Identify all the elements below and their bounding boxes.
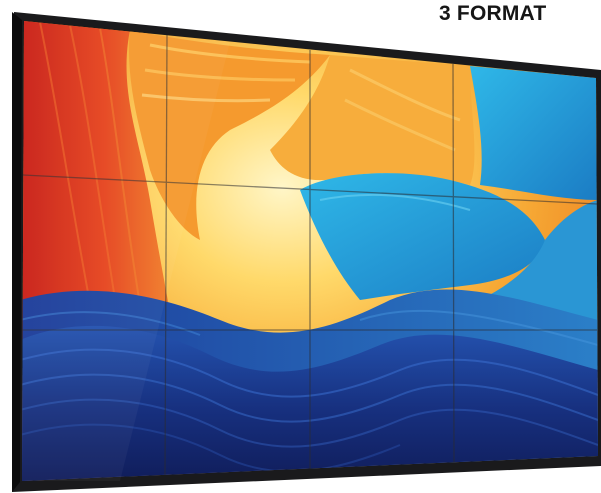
orange-plateau xyxy=(270,55,475,185)
upper-sky xyxy=(470,66,598,200)
format-headline: 3 FORMAT xyxy=(439,2,547,25)
central-blue-pool xyxy=(300,173,545,300)
bezel-side-shade xyxy=(12,12,22,492)
orange-arch xyxy=(129,30,330,240)
screen-glare xyxy=(22,21,230,481)
video-wall-tile-seams xyxy=(22,34,598,476)
